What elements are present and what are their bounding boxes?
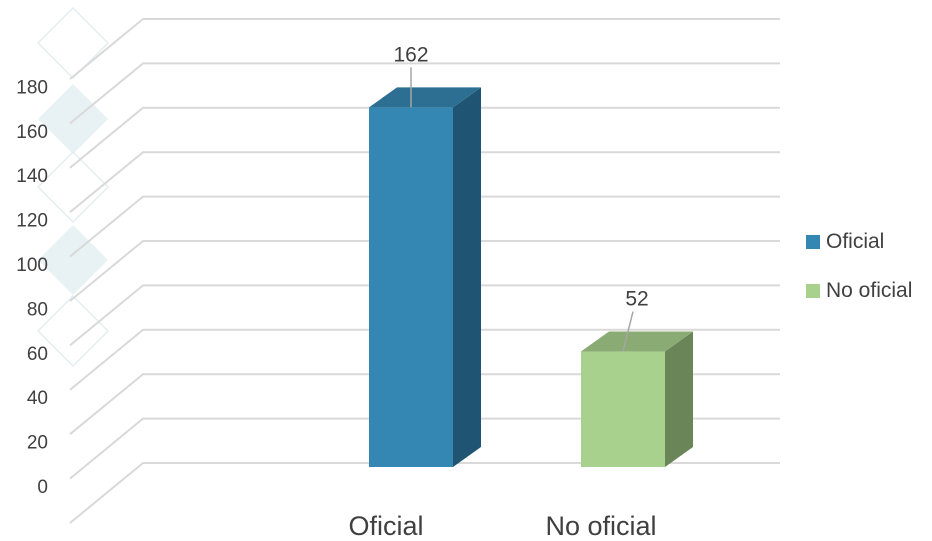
gridline <box>69 195 780 258</box>
gridline <box>69 62 780 125</box>
legend-label-no-oficial: No oficial <box>826 278 913 302</box>
y-tick-label: 0 <box>37 477 48 498</box>
legend: Oficial No oficial <box>806 228 912 326</box>
diamond-filled-decoration <box>38 84 108 154</box>
bar-top-oficial <box>369 87 481 108</box>
gridline <box>69 417 780 480</box>
y-tick-label: 100 <box>16 255 48 276</box>
x-axis-labels: Oficial No oficial <box>348 511 656 541</box>
y-tick-label: 140 <box>16 166 48 187</box>
x-label-no-oficial: No oficial <box>545 511 656 541</box>
y-tick-label: 60 <box>27 344 48 365</box>
gridline <box>69 18 780 80</box>
gridline <box>69 284 780 347</box>
y-tick-label: 120 <box>16 211 48 232</box>
bars: 162 52 <box>369 43 693 468</box>
gridline <box>69 151 780 213</box>
gridline <box>69 373 780 435</box>
y-tick-label: 40 <box>27 388 48 409</box>
diamond-outline-decoration <box>36 6 110 80</box>
decorative-diamonds <box>36 6 110 368</box>
gridline <box>69 240 780 302</box>
bar-no-oficial <box>581 351 665 467</box>
legend-item-oficial: Oficial <box>806 228 912 255</box>
y-tick-label: 20 <box>27 433 48 454</box>
bar-top-no-oficial <box>581 331 693 352</box>
legend-swatch-no-oficial <box>806 283 820 298</box>
y-tick-label: 80 <box>27 299 48 320</box>
y-tick-label: 180 <box>16 77 48 98</box>
diamond-outline-decoration <box>36 294 110 368</box>
data-label-oficial: 162 <box>393 43 428 66</box>
legend-label-oficial: Oficial <box>826 229 885 253</box>
data-label-no-oficial: 52 <box>625 288 648 311</box>
diamond-outline-decoration <box>36 150 110 224</box>
x-label-oficial: Oficial <box>348 511 423 541</box>
bar-side-oficial <box>453 87 481 468</box>
gridlines <box>69 18 780 524</box>
bar-oficial <box>369 107 453 468</box>
y-axis-ticks: 0 20 40 60 80 100 120 140 160 180 <box>16 77 48 498</box>
legend-swatch-oficial <box>806 234 820 249</box>
y-tick-label: 160 <box>16 122 48 143</box>
data-label-leader-no-oficial <box>622 311 634 352</box>
gridline <box>69 462 780 524</box>
legend-item-no-oficial: No oficial <box>806 277 912 304</box>
bar-side-no-oficial <box>665 331 693 467</box>
gridline <box>69 328 780 391</box>
gridline <box>69 106 780 169</box>
diamond-filled-decoration <box>38 225 108 295</box>
